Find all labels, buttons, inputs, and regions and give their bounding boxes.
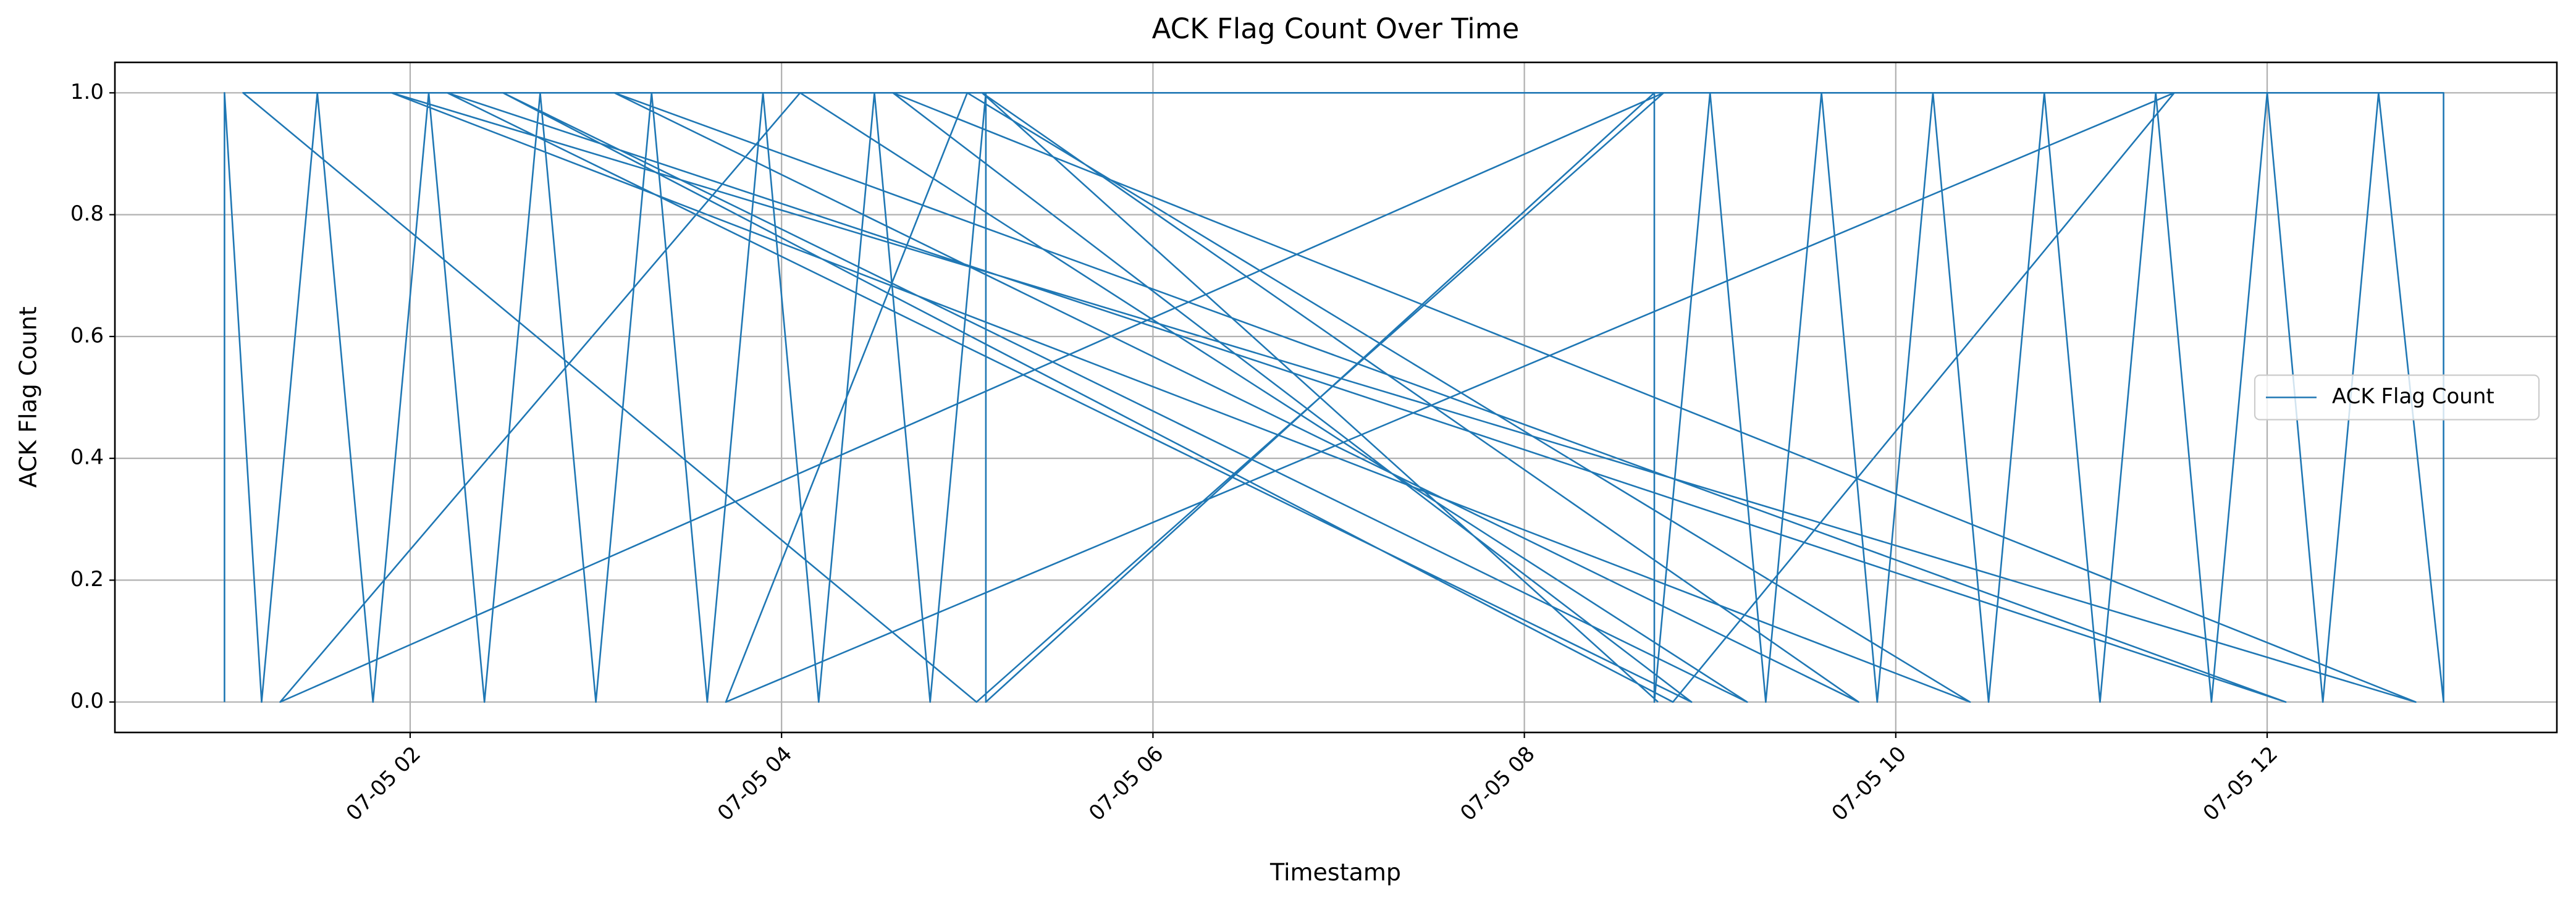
legend-label: ACK Flag Count: [2332, 384, 2494, 409]
y-tick-label: 0.4: [70, 445, 104, 470]
y-axis-label: ACK Flag Count: [15, 306, 42, 488]
x-tick-label: 07-05 08: [1455, 742, 1539, 826]
y-tick-label: 1.0: [70, 80, 104, 104]
legend-box: [2254, 374, 2540, 421]
x-tick-label: 07-05 10: [1827, 742, 1911, 826]
chart-title: ACK Flag Count Over Time: [1152, 12, 1520, 45]
x-tick-label: 07-05 04: [713, 742, 797, 826]
y-tick-label: 0.2: [70, 567, 104, 592]
data-line: [224, 92, 2444, 703]
plot-frame: [114, 61, 2558, 734]
x-tick-label: 07-05 02: [342, 742, 426, 826]
x-tick-label: 07-05 06: [1084, 742, 1168, 826]
y-tick-label: 0.8: [70, 201, 104, 226]
legend: ACK Flag Count: [2254, 374, 2540, 421]
y-tick-label: 0.6: [70, 323, 104, 348]
x-tick-label: 07-05 12: [2199, 742, 2283, 826]
y-tick-label: 0.0: [70, 689, 104, 713]
x-axis-label: Timestamp: [1269, 859, 1401, 886]
